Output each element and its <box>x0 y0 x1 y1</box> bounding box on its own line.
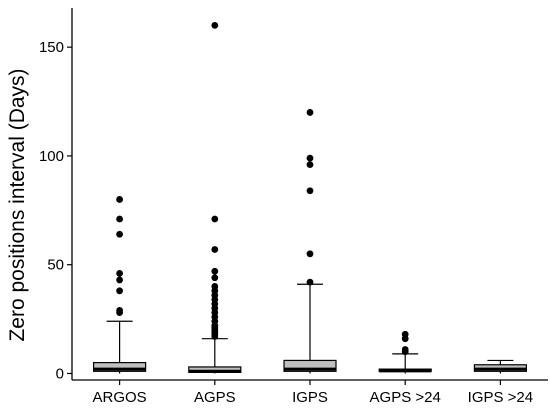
x-tick-label: AGPS <box>194 389 236 406</box>
y-tick-label: 50 <box>47 257 64 274</box>
x-tick-label: ARGOS <box>93 389 147 406</box>
box-igps <box>283 109 337 374</box>
outlier-point <box>211 22 219 29</box>
outlier-point <box>116 306 123 314</box>
outlier-point <box>306 187 314 195</box>
outlier-point <box>211 215 219 223</box>
outlier-point <box>211 283 219 290</box>
outlier-point <box>116 196 123 203</box>
outlier-point <box>401 346 409 353</box>
x-tick-label: IGPS <box>292 389 328 406</box>
outlier-point <box>401 330 409 338</box>
outlier-point <box>116 230 123 238</box>
box-body <box>283 359 337 372</box>
box-series <box>92 22 527 374</box>
outlier-point <box>306 154 314 162</box>
box-igps-24 <box>473 359 527 374</box>
outlier-point <box>211 267 219 275</box>
x-tick-label: AGPS >24 <box>370 389 441 406</box>
box-body <box>92 361 147 372</box>
y-tick-label: 0 <box>56 365 64 382</box>
y-axis: 0 50 100 150 <box>39 8 73 382</box>
box-argos <box>92 196 147 374</box>
outlier-point <box>306 109 314 116</box>
box-agps-24 <box>378 330 432 374</box>
outlier-point <box>116 270 123 277</box>
outlier-point <box>116 276 123 284</box>
box-agps <box>188 22 242 374</box>
outlier-point <box>211 274 219 282</box>
x-tick-label: IGPS >24 <box>468 389 533 406</box>
outlier-point <box>116 215 123 223</box>
x-axis: ARGOS AGPS IGPS AGPS >24 IGPS >24 <box>72 379 548 406</box>
outlier-point <box>306 278 314 286</box>
outlier-point <box>211 246 219 253</box>
outlier-point <box>306 161 314 169</box>
y-tick-label: 150 <box>39 39 64 56</box>
outlier-point <box>116 287 123 295</box>
y-axis-label: Zero positions interval (Days) <box>6 68 29 341</box>
outlier-point <box>306 250 314 258</box>
y-tick-label: 100 <box>39 148 64 165</box>
